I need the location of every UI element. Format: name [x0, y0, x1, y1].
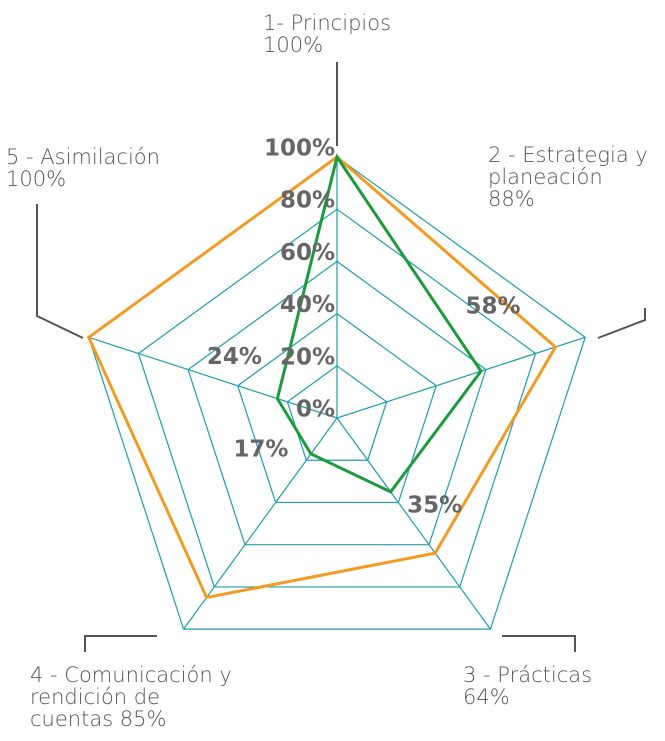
grid-ring [187, 260, 487, 546]
category: 2 - Estrategia y planeación [488, 143, 648, 189]
category: 3 - Prácticas [463, 663, 593, 687]
r-tick-label: 100% [264, 136, 335, 162]
grid-ring [286, 365, 388, 461]
category: 4 - Comunicación y rendición de [30, 663, 232, 709]
series-line [86, 155, 558, 600]
leader-line [36, 204, 84, 339]
series-line [275, 153, 483, 494]
value-label: cuentas 85% [30, 707, 167, 731]
data-label: 58% [465, 294, 520, 320]
axis-label: 4 - Comunicación y rendición de cuentas … [30, 664, 245, 730]
value-label: 100% [263, 33, 324, 57]
axis-label: 5 - Asimilación 100% [6, 146, 226, 190]
spoke [88, 336, 338, 419]
value-label: 88% [488, 187, 535, 211]
data-label: 24% [207, 344, 262, 370]
value-label: 64% [463, 685, 510, 709]
r-tick-label: 40% [280, 292, 335, 318]
leader-line [597, 308, 646, 339]
leader-line [84, 635, 157, 652]
category: 5 - Asimilación [6, 145, 160, 169]
leader-lines [36, 62, 646, 652]
data-label: 17% [233, 436, 288, 462]
axis-label: 2 - Estrategia y planeación 88% [488, 144, 664, 210]
leader-line [502, 635, 576, 652]
r-tick-label: 0% [296, 397, 335, 423]
value-label: 100% [6, 167, 67, 191]
spoke [336, 336, 586, 419]
r-tick-label: 60% [280, 240, 335, 266]
r-tick-label: 80% [280, 188, 335, 214]
grid-ring [137, 208, 537, 588]
spoke [336, 417, 491, 630]
grid-ring [237, 312, 437, 504]
axis-label: 3 - Prácticas 64% [463, 664, 653, 708]
category: 1- Principios [263, 11, 392, 35]
axis-label: 1- Principios 100% [263, 12, 423, 56]
r-tick-label: 20% [280, 344, 335, 370]
data-label: 35% [407, 492, 462, 518]
